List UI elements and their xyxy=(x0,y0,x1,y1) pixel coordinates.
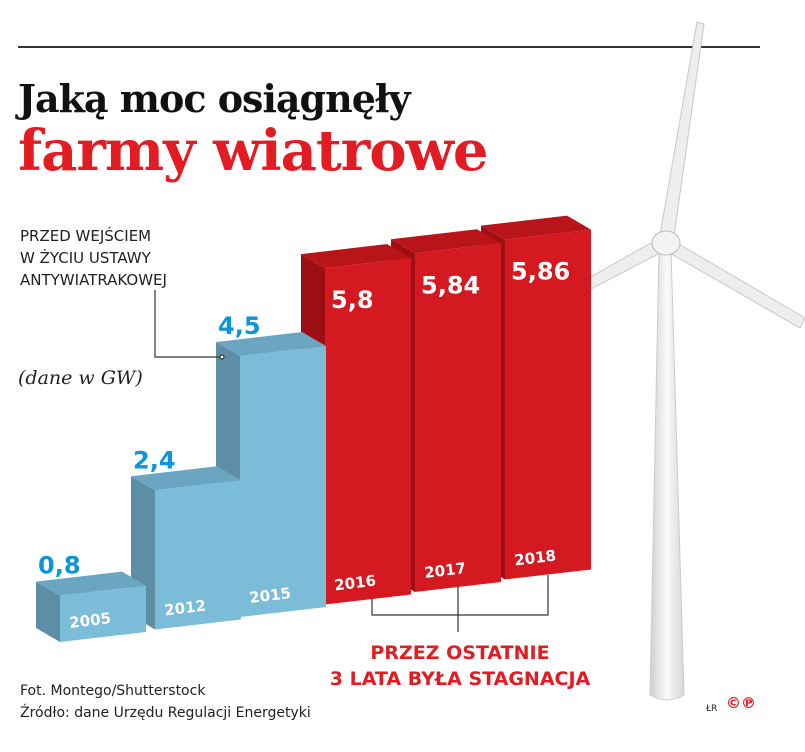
title-line-1: Jaką moc osiągnęły xyxy=(18,76,411,121)
law-note-line: W ŻYCIU USTAWY xyxy=(20,249,151,267)
bar-front xyxy=(60,585,146,642)
publisher-logo: ©℗ xyxy=(726,694,756,712)
title-line-2: farmy wiatrowe xyxy=(18,118,488,184)
value-label: 4,5 xyxy=(218,312,261,340)
year-label: 2017 xyxy=(423,559,467,582)
bar-top xyxy=(481,215,591,240)
law-annotation: PRZED WEJŚCIEM W ŻYCIU USTAWY ANTYWIATRA… xyxy=(20,225,167,291)
year-label: 2016 xyxy=(333,572,377,595)
law-note-line: ANTYWIATRAKOWEJ xyxy=(20,271,167,289)
author-initials: ŁR xyxy=(706,704,718,714)
photo-credit: Fot. Montego/Shutterstock xyxy=(20,683,206,699)
value-label: 5,84 xyxy=(421,271,480,299)
bar-2012: 2012 2,4 xyxy=(131,446,241,630)
year-label: 2012 xyxy=(163,597,207,620)
bar-2015: 2015 4,5 xyxy=(216,312,326,617)
stagnation-annotation: PRZEZ OSTATNIE 3 LATA BYŁA STAGNACJA xyxy=(300,640,620,692)
year-label: 2018 xyxy=(513,547,557,570)
value-label: 0,8 xyxy=(38,552,81,580)
bar-top xyxy=(301,244,411,269)
value-label: 2,4 xyxy=(133,446,176,474)
credits: Fot. Montego/Shutterstock Źródło: dane U… xyxy=(20,680,311,724)
source-credit: Źródło: dane Urzędu Regulacji Energetyki xyxy=(20,705,311,721)
bar-top xyxy=(391,229,501,254)
bar-top xyxy=(131,466,241,491)
stagnation-line: PRZEZ OSTATNIE xyxy=(370,642,550,664)
bar-front xyxy=(155,480,241,630)
bar-front xyxy=(240,346,326,617)
bar-top xyxy=(216,332,326,356)
bar-top xyxy=(36,571,146,596)
bar-front xyxy=(505,229,591,580)
bar-front xyxy=(415,243,501,592)
bar-front xyxy=(325,258,411,605)
stagnation-bracket xyxy=(371,575,549,632)
stagnation-line: 3 LATA BYŁA STAGNACJA xyxy=(329,668,591,690)
bar-side xyxy=(36,581,60,642)
unit-label: (dane w GW) xyxy=(18,367,143,389)
value-label: 5,8 xyxy=(331,286,374,314)
law-leader-line xyxy=(154,290,225,360)
top-rule xyxy=(18,46,760,48)
value-label: 5,86 xyxy=(511,258,570,286)
year-label: 2005 xyxy=(68,609,112,632)
year-label: 2015 xyxy=(248,584,292,607)
law-note-line: PRZED WEJŚCIEM xyxy=(20,227,152,245)
bar-2005: 2005 0,8 xyxy=(36,552,146,642)
